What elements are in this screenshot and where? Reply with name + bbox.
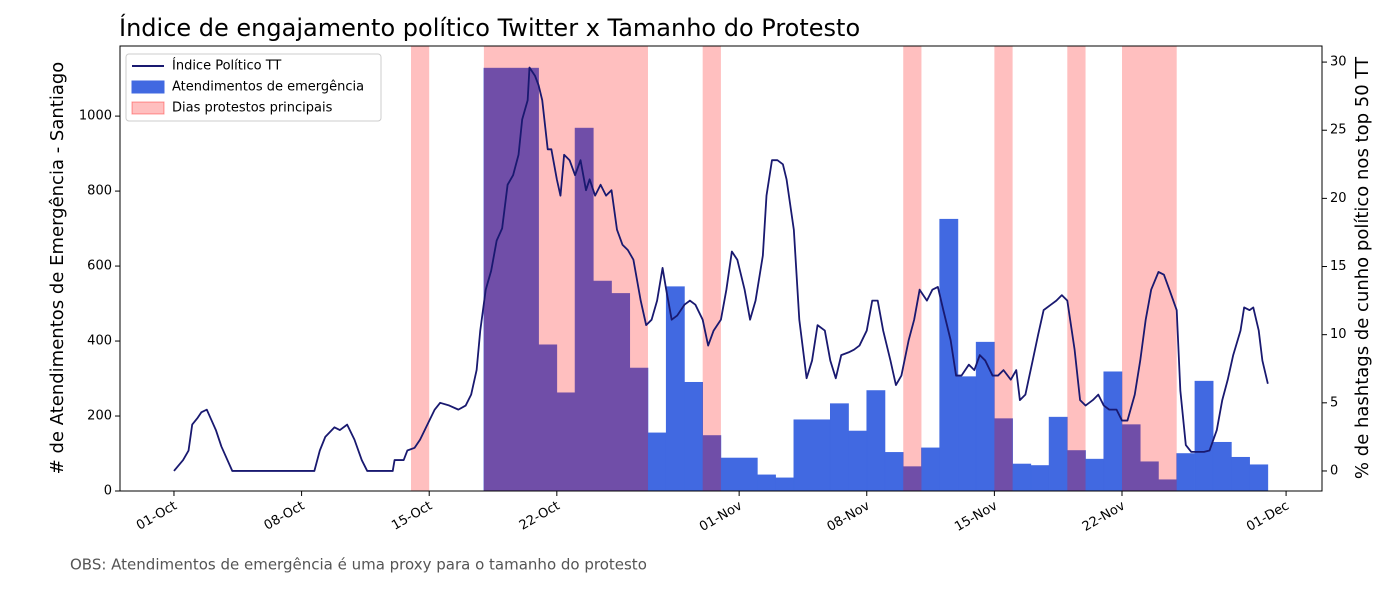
x-tick-label: 08-Oct bbox=[262, 499, 308, 534]
step-bar bbox=[829, 403, 849, 492]
step-bar bbox=[866, 390, 886, 492]
plot-area bbox=[173, 46, 1269, 492]
axes-frame bbox=[119, 45, 1323, 492]
step-bar bbox=[1085, 458, 1105, 492]
step-bar bbox=[757, 474, 776, 492]
line bbox=[173, 66, 1269, 472]
y2-tick-label: 30 bbox=[1330, 55, 1347, 70]
legend-swatch bbox=[131, 80, 165, 94]
y-tick-label: 400 bbox=[87, 334, 112, 349]
legend-label: Atendimentos de emergência bbox=[172, 80, 364, 95]
y2-tick-label: 20 bbox=[1330, 191, 1347, 206]
protest-span bbox=[1122, 46, 1177, 491]
x-tick-label: 15-Oct bbox=[389, 499, 435, 534]
step-bar bbox=[1231, 456, 1250, 492]
step-bar bbox=[483, 67, 539, 492]
y2-tick-label: 25 bbox=[1330, 123, 1347, 138]
y2-axis-label: % de hashtags de cunho político nos top … bbox=[1352, 56, 1373, 479]
y-tick-label: 0 bbox=[104, 484, 112, 499]
legend-swatch bbox=[131, 101, 165, 115]
chart-title: Índice de engajamento político Twitter x… bbox=[119, 13, 860, 42]
step-bar bbox=[1249, 464, 1269, 492]
step-bar bbox=[975, 341, 995, 492]
step-bar bbox=[1194, 380, 1214, 492]
step-bar bbox=[684, 381, 703, 492]
step-bar bbox=[921, 447, 940, 492]
x-tick-label: 01-Oct bbox=[134, 499, 180, 534]
legend: Índice Político TT Atendimentos de emergê… bbox=[125, 53, 382, 122]
y2-tick-label: 15 bbox=[1330, 259, 1347, 274]
protest-span bbox=[903, 46, 922, 491]
y-tick-label: 800 bbox=[87, 184, 112, 199]
step-bar bbox=[957, 376, 977, 492]
footnote: OBS: Atendimentos de emergência é uma pr… bbox=[70, 556, 647, 574]
step-bar bbox=[647, 432, 667, 492]
y-axis-label: # de Atendimentos de Emergência - Santia… bbox=[47, 62, 68, 475]
x-tick-label: 22-Nov bbox=[1080, 498, 1128, 534]
step-bar bbox=[1212, 441, 1232, 492]
step-bar bbox=[848, 430, 868, 492]
protest-span bbox=[483, 46, 648, 491]
step-bar bbox=[884, 452, 904, 492]
step-bar bbox=[939, 218, 959, 492]
y-tick-label: 1000 bbox=[79, 109, 112, 124]
legend-label: Dias protestos principais bbox=[172, 101, 333, 116]
step-bar bbox=[1048, 416, 1068, 492]
step-bar bbox=[1103, 371, 1123, 492]
y2-tick-label: 0 bbox=[1330, 463, 1338, 478]
step-bar bbox=[775, 477, 795, 492]
step-bar bbox=[720, 457, 758, 492]
x-tick-label: 22-Oct bbox=[517, 499, 563, 534]
protest-span bbox=[994, 46, 1013, 491]
y-tick-label: 200 bbox=[87, 409, 112, 424]
step-bar bbox=[1176, 453, 1196, 492]
y2-tick-label: 10 bbox=[1330, 327, 1347, 342]
step-bar bbox=[793, 419, 831, 492]
protest-span bbox=[702, 46, 721, 491]
protest-span bbox=[410, 46, 430, 491]
y-tick-label: 600 bbox=[87, 259, 112, 274]
step-bar bbox=[1030, 465, 1050, 492]
x-tick-label: 01-Dec bbox=[1244, 499, 1292, 535]
x-tick-label: 01-Nov bbox=[697, 498, 745, 534]
x-tick-label: 08-Nov bbox=[825, 498, 873, 534]
step-bar bbox=[1012, 463, 1032, 492]
y2-tick-label: 5 bbox=[1330, 395, 1338, 410]
legend-frame bbox=[125, 53, 382, 122]
x-tick-label: 15-Nov bbox=[952, 498, 1000, 534]
protest-span bbox=[1067, 46, 1086, 491]
legend-label: Índice Político TT bbox=[172, 58, 281, 74]
